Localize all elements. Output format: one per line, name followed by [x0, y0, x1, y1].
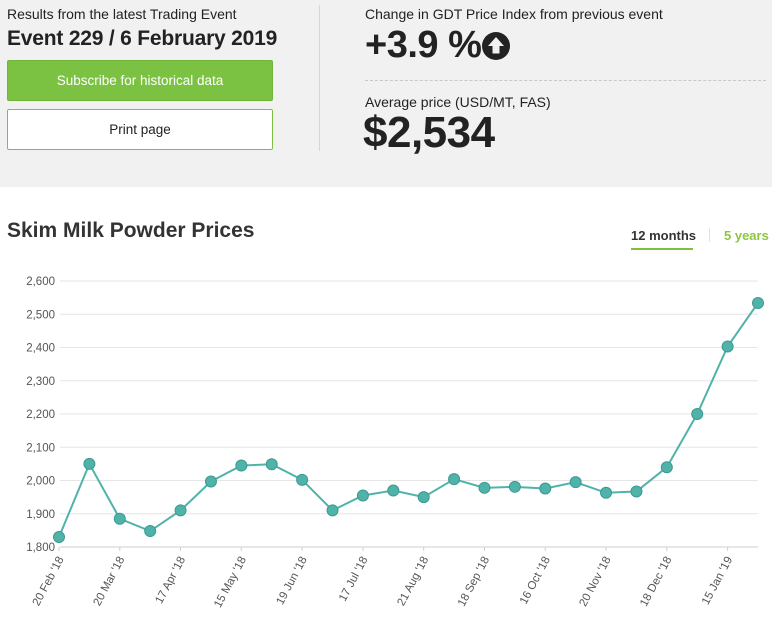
average-price-label: Average price (USD/MT, FAS)	[365, 94, 551, 110]
data-point	[265, 458, 278, 471]
data-point	[448, 473, 461, 486]
data-point	[660, 461, 673, 474]
data-point	[53, 531, 65, 544]
x-tick-label: 20 Feb '18	[31, 555, 67, 608]
tab-12-months[interactable]: 12 months	[631, 228, 697, 243]
data-point	[691, 408, 704, 420]
x-tick-label: 16 Oct '18	[518, 555, 553, 607]
dashed-divider	[365, 80, 766, 81]
data-point	[296, 473, 309, 486]
x-tick-label: 20 Mar '18	[91, 555, 127, 608]
data-point	[204, 475, 217, 488]
x-tick-label: 19 Jun '18	[274, 555, 309, 607]
x-tick-label: 20 Nov '18	[577, 555, 613, 609]
tab-5-years[interactable]: 5 years	[724, 228, 769, 243]
y-tick-label: 2,300	[26, 376, 55, 388]
data-point	[387, 484, 400, 497]
y-tick-label: 2,200	[26, 409, 55, 421]
x-tick-label: 18 Dec '18	[638, 555, 674, 609]
data-point	[356, 489, 369, 502]
data-point	[83, 457, 96, 470]
average-price-value: $2,534	[363, 108, 495, 157]
print-page-button[interactable]: Print page	[7, 109, 273, 150]
x-tick-label: 15 Jan '19	[700, 555, 735, 607]
data-point	[539, 482, 552, 495]
data-point	[478, 481, 491, 494]
data-point	[600, 486, 613, 499]
data-point	[569, 476, 582, 489]
event-title: Event 229 / 6 February 2019	[7, 27, 278, 50]
y-tick-label: 1,900	[26, 509, 55, 521]
y-tick-label: 2,100	[26, 442, 55, 454]
x-tick-label: 18 Sep '18	[456, 555, 492, 609]
y-tick-label: 2,500	[26, 309, 55, 321]
y-tick-label: 1,800	[26, 542, 55, 554]
data-point	[113, 512, 126, 525]
data-point	[174, 504, 187, 517]
x-tick-label: 21 Aug '18	[395, 555, 431, 608]
active-tab-underline	[631, 248, 693, 250]
price-index-change-label: Change in GDT Price Index from previous …	[365, 6, 663, 22]
price-line-chart: 1,800 1,900 2,000 2,100 2,200 2,300 2,400 2,500…	[26, 276, 764, 610]
arrow-up-circle-icon	[482, 32, 510, 60]
chart-title: Skim Milk Powder Prices	[7, 219, 255, 242]
vertical-divider	[319, 5, 320, 151]
data-point	[144, 525, 157, 538]
price-index-change-value: +3.9 %	[365, 24, 482, 66]
data-point	[721, 340, 734, 353]
series-line	[58, 302, 759, 538]
data-point	[326, 504, 339, 517]
x-tick-label: 17 Apr '18	[153, 555, 188, 606]
y-tick-label: 2,000	[26, 476, 55, 488]
x-tick-label: 15 May '18	[212, 555, 249, 610]
data-point	[752, 296, 764, 309]
data-point	[417, 491, 430, 504]
data-point	[508, 480, 521, 493]
subscribe-button[interactable]: Subscribe for historical data	[7, 60, 273, 101]
data-point	[630, 485, 643, 498]
x-tick-label: 17 Jul '18	[337, 555, 371, 604]
y-tick-label: 2,400	[26, 343, 55, 355]
y-tick-label: 2,600	[26, 276, 55, 288]
event-subtitle: Results from the latest Trading Event	[7, 6, 237, 22]
summary-panel: Results from the latest Trading Event Ev…	[0, 0, 772, 187]
tab-separator	[709, 228, 710, 242]
data-point	[235, 459, 248, 472]
